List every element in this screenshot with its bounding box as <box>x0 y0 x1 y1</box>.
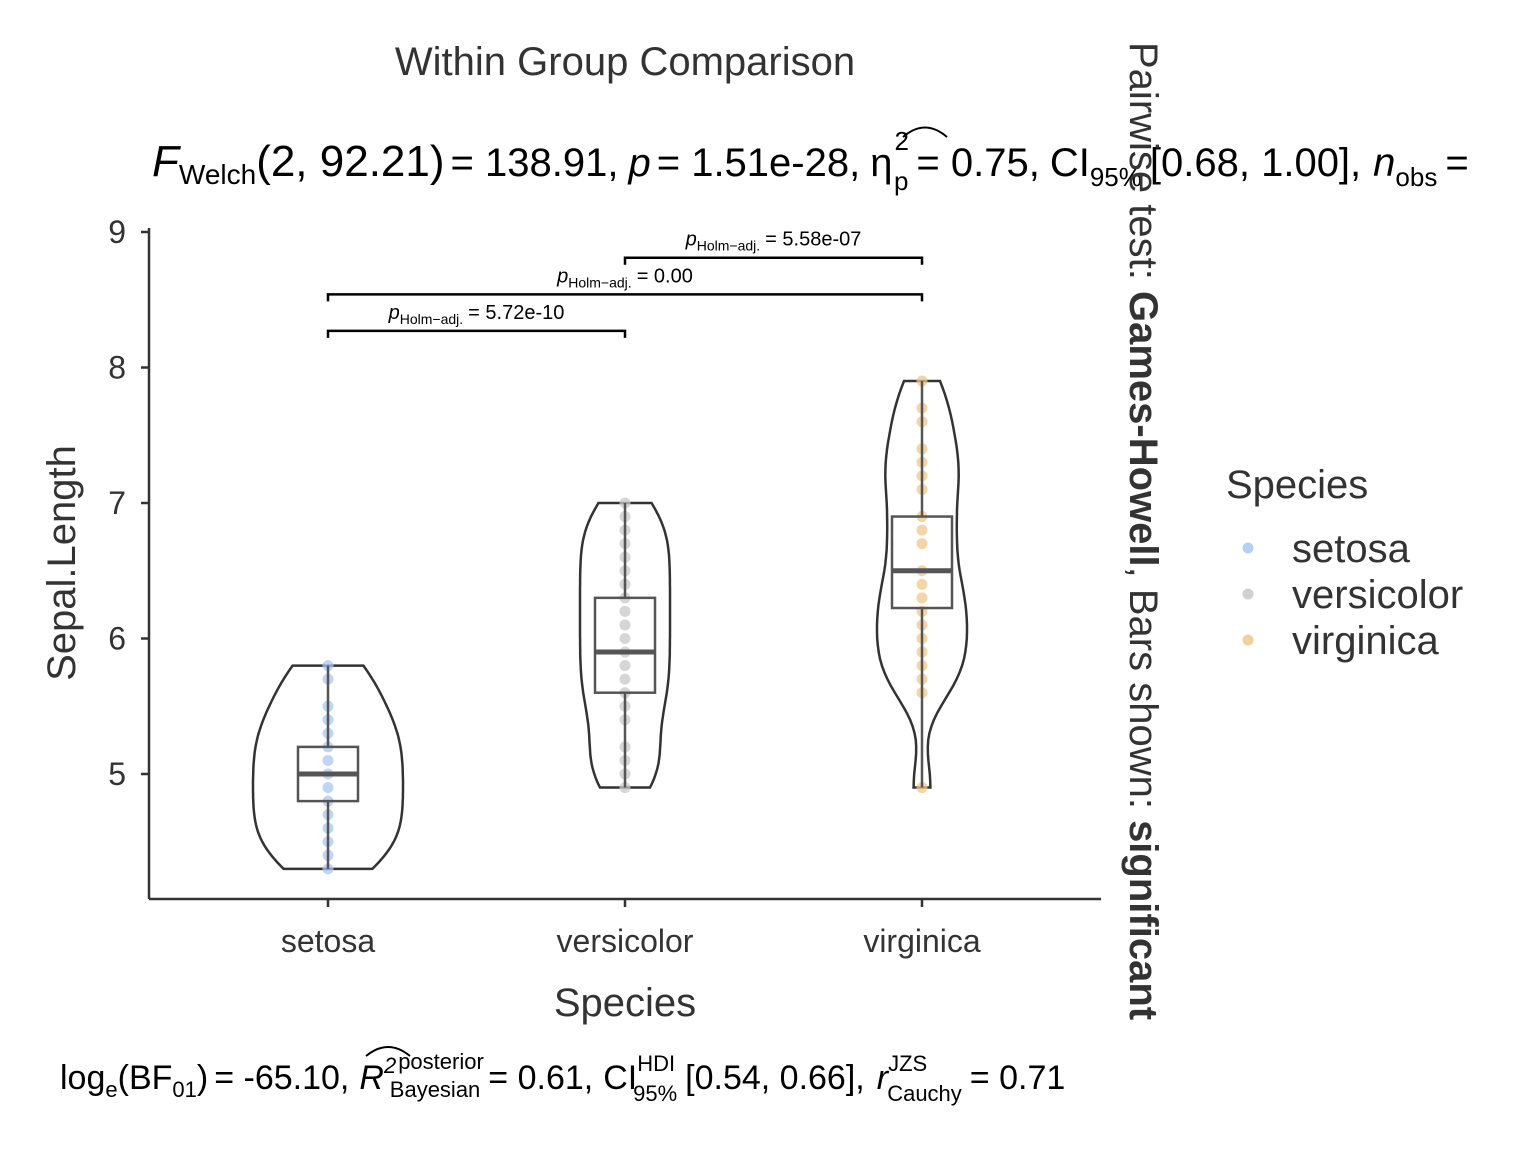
box-layer <box>296 381 954 869</box>
eta-hat-mark <box>902 126 948 138</box>
legend-swatch <box>1242 634 1254 646</box>
violin-layer <box>251 379 969 871</box>
pairwise-bracket <box>326 293 924 302</box>
chart-subtitle: FWelch(2, 92.21) = 138.91, p = 1.51e-28, η2 p… <box>152 126 1469 196</box>
x-axis-label: Species <box>554 981 696 1025</box>
violin-setosa <box>251 664 405 871</box>
x-tick-label-virginica: virginica <box>863 923 981 959</box>
point-layer <box>322 375 928 875</box>
data-point-versicolor <box>619 619 631 631</box>
pairwise-bracket <box>623 256 924 265</box>
legend-item-setosa: setosa <box>1242 527 1411 571</box>
y-ticks: 5 6 7 8 9 <box>108 214 149 792</box>
pairwise-label: pHolm−adj. = 5.58e-07 <box>685 229 862 254</box>
y-tick-label: 8 <box>108 350 126 386</box>
y-tick-label: 6 <box>108 621 126 657</box>
pairwise-test-label: Pairwise test: Games-Howell, Bars shown:… <box>1121 42 1165 1020</box>
violin-versicolor <box>578 501 672 789</box>
pairwise-label: pHolm−adj. = 5.72e-10 <box>388 302 565 327</box>
data-point-virginica <box>916 592 928 604</box>
pairwise-label: pHolm−adj. = 0.00 <box>556 265 693 290</box>
data-point-virginica <box>916 524 928 536</box>
data-point-virginica <box>916 538 928 550</box>
x-ticks: setosa versicolor virginica <box>281 899 981 959</box>
pairwise-bar-setosa-versicolor: pHolm−adj. = 5.72e-10 <box>326 302 627 338</box>
box-setosa <box>296 665 360 869</box>
legend-label: virginica <box>1292 619 1439 663</box>
pairwise-layer: pHolm−adj. = 5.72e-10 pHolm−adj. = 0.00 pHol… <box>326 229 924 338</box>
data-point-setosa <box>322 754 334 766</box>
data-point-versicolor <box>619 660 631 672</box>
legend-title: Species <box>1226 463 1368 507</box>
chart-title: Within Group Comparison <box>395 40 855 84</box>
box-versicolor <box>593 503 657 788</box>
x-tick-label-setosa: setosa <box>281 923 375 959</box>
data-point-setosa <box>322 782 334 794</box>
pairwise-bar-versicolor-virginica: pHolm−adj. = 5.58e-07 <box>623 229 924 265</box>
y-tick-label: 5 <box>108 756 126 792</box>
r2-hat-mark <box>365 1046 411 1057</box>
data-point-versicolor <box>619 633 631 644</box>
y-axis-label: Sepal.Length <box>40 445 84 681</box>
y-tick-label: 9 <box>108 214 126 250</box>
box-iqr <box>890 515 954 610</box>
box-iqr <box>593 596 657 694</box>
chart-caption: loge(BF01) = -65.10, R2posterior Bayesian = … <box>60 1049 1065 1106</box>
data-point-virginica <box>916 578 928 590</box>
legend-swatch <box>1242 588 1254 600</box>
x-tick-label-versicolor: versicolor <box>557 923 694 959</box>
legend-label: versicolor <box>1292 573 1463 617</box>
data-point-versicolor <box>619 605 631 617</box>
violin-virginica <box>875 379 969 789</box>
pairwise-bar-setosa-virginica: pHolm−adj. = 0.00 <box>326 265 924 302</box>
pairwise-bracket <box>326 329 627 338</box>
data-point-versicolor <box>619 673 631 685</box>
legend-item-versicolor: versicolor <box>1242 573 1463 617</box>
legend-label: setosa <box>1292 527 1411 571</box>
box-virginica <box>890 381 954 788</box>
y-tick-label: 7 <box>108 485 126 521</box>
legend-swatch <box>1242 542 1254 554</box>
legend-item-virginica: virginica <box>1242 619 1439 663</box>
